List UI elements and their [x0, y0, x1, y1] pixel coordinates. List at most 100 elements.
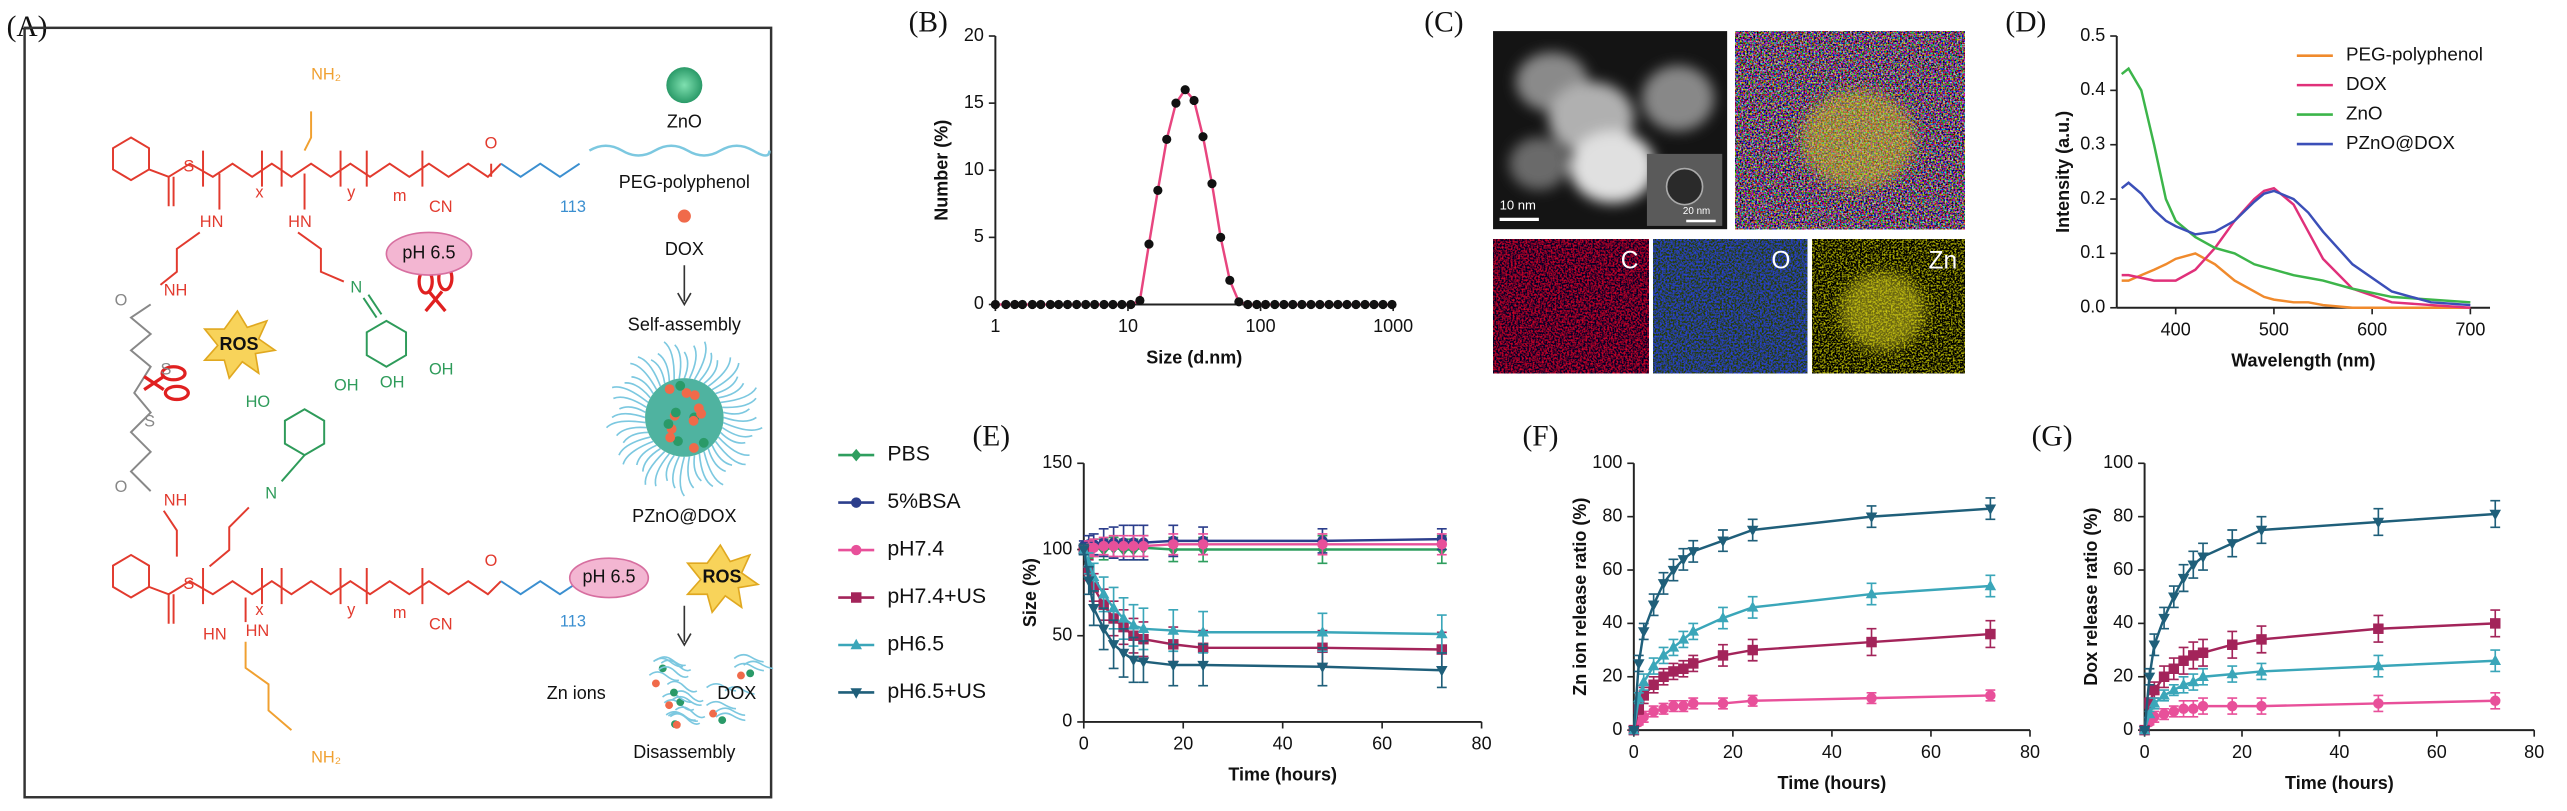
- y-tick-label: 0.4: [2080, 79, 2105, 99]
- panel-label: (G): [2032, 420, 2073, 452]
- series-line: [2120, 181, 2471, 307]
- zn-ion: [670, 688, 678, 697]
- marker: [2187, 560, 2200, 571]
- product: DOX: [717, 683, 756, 703]
- peg-strand: [720, 387, 757, 404]
- marker: [1138, 540, 1149, 552]
- series-line: [1082, 549, 1442, 636]
- marker: [1126, 299, 1136, 310]
- y-tick-label: 10: [964, 159, 984, 179]
- dox-dot: [689, 390, 700, 401]
- chem-label: O: [115, 478, 128, 496]
- marker: [1243, 299, 1253, 310]
- series-line: [1632, 507, 1991, 731]
- component: ZnO: [667, 112, 702, 132]
- ph-badge: [385, 231, 473, 276]
- panel-frame: [23, 26, 773, 799]
- marker: [1866, 692, 1877, 704]
- chem-label: O: [485, 134, 498, 152]
- peg-strand: [706, 700, 737, 710]
- marker: [1985, 690, 1996, 701]
- stimulus: ROS: [220, 334, 259, 354]
- legend-label: PEG-polyphenol: [2346, 44, 2483, 65]
- y-tick-label: 0: [1062, 711, 1072, 731]
- zn-cluster: [1840, 271, 1926, 351]
- chem-label: O: [115, 292, 128, 310]
- catechol-ring: [365, 319, 408, 368]
- marker: [1167, 660, 1180, 672]
- marker: [1678, 663, 1689, 674]
- x-tick-label: 80: [2020, 742, 2040, 762]
- marker: [1118, 540, 1129, 552]
- x-tick-label: 40: [2329, 742, 2349, 762]
- marker: [1668, 700, 1679, 712]
- marker: [1260, 299, 1271, 310]
- chem-label: HN: [246, 622, 270, 640]
- marker: [1648, 679, 1659, 691]
- micelle-core: [645, 378, 724, 457]
- series-line: [1082, 549, 1442, 672]
- dox-dot: [737, 671, 745, 680]
- inset-particle: [1665, 167, 1704, 206]
- peg-strand: [693, 455, 702, 482]
- dox-dot: [681, 388, 692, 398]
- backbone: [148, 162, 502, 179]
- marker: [2188, 703, 2199, 715]
- x-axis-label: Time (hours): [2285, 773, 2394, 793]
- peg-strand: [706, 683, 737, 692]
- zno-dot: [670, 407, 681, 418]
- marker: [1333, 299, 1343, 310]
- x-tick-label: 40: [1273, 734, 1293, 754]
- linker: [129, 303, 153, 492]
- legend-label: pH7.4+US: [887, 584, 986, 608]
- marker: [1717, 611, 1729, 623]
- peg-strand: [666, 680, 698, 693]
- marker: [1647, 659, 1660, 671]
- panel-label: (E): [972, 420, 1010, 452]
- marker: [1436, 666, 1448, 677]
- peg-strand: [711, 362, 740, 391]
- marker: [1360, 299, 1370, 310]
- chem-label: 113: [560, 198, 586, 216]
- marker: [1097, 624, 1110, 636]
- chem-label: OH: [334, 377, 359, 395]
- marker: [2197, 552, 2209, 563]
- marker: [2188, 650, 2199, 661]
- marker: [1628, 725, 1640, 737]
- x-tick-label: 40: [1822, 742, 1842, 762]
- marker: [2226, 539, 2239, 550]
- peg-strand: [683, 351, 689, 379]
- x-tick-label: 0: [1629, 742, 1639, 762]
- legend-label: pH6.5: [887, 632, 944, 656]
- x-tick-label: 20: [1723, 742, 1743, 762]
- chem-label: CN: [429, 616, 453, 634]
- scissors: [143, 365, 190, 402]
- legend-label: ZnO: [2346, 103, 2383, 124]
- x-axis-label: Time (hours): [1778, 773, 1887, 793]
- peg-strand: [631, 376, 654, 394]
- marker: [2187, 675, 2200, 687]
- x-tick-label: 400: [2161, 319, 2191, 339]
- chem-label: N: [350, 278, 362, 296]
- x-tick-label: 1: [990, 316, 1000, 336]
- marker: [1117, 612, 1130, 623]
- peg-strand: [723, 408, 750, 415]
- panel-label: (F): [1523, 420, 1559, 452]
- chem-label: OH: [380, 373, 405, 391]
- stimulus: pH 6.5: [583, 567, 636, 587]
- zno-dot: [698, 437, 709, 448]
- x-tick-label: 0: [1079, 734, 1089, 754]
- marker: [1117, 299, 1127, 310]
- x-tick-label: 60: [1921, 742, 1941, 762]
- marker: [1107, 601, 1120, 613]
- y-tick-label: 0: [1612, 719, 1622, 739]
- bond: [159, 231, 201, 286]
- sem-particles: [1509, 52, 1715, 203]
- marker: [1082, 576, 1095, 587]
- marker: [2148, 697, 2161, 708]
- marker: [1107, 640, 1120, 651]
- marker: [1747, 644, 1758, 656]
- y-axis-label: Intensity (a.u.): [2053, 111, 2073, 233]
- marker: [2178, 655, 2189, 666]
